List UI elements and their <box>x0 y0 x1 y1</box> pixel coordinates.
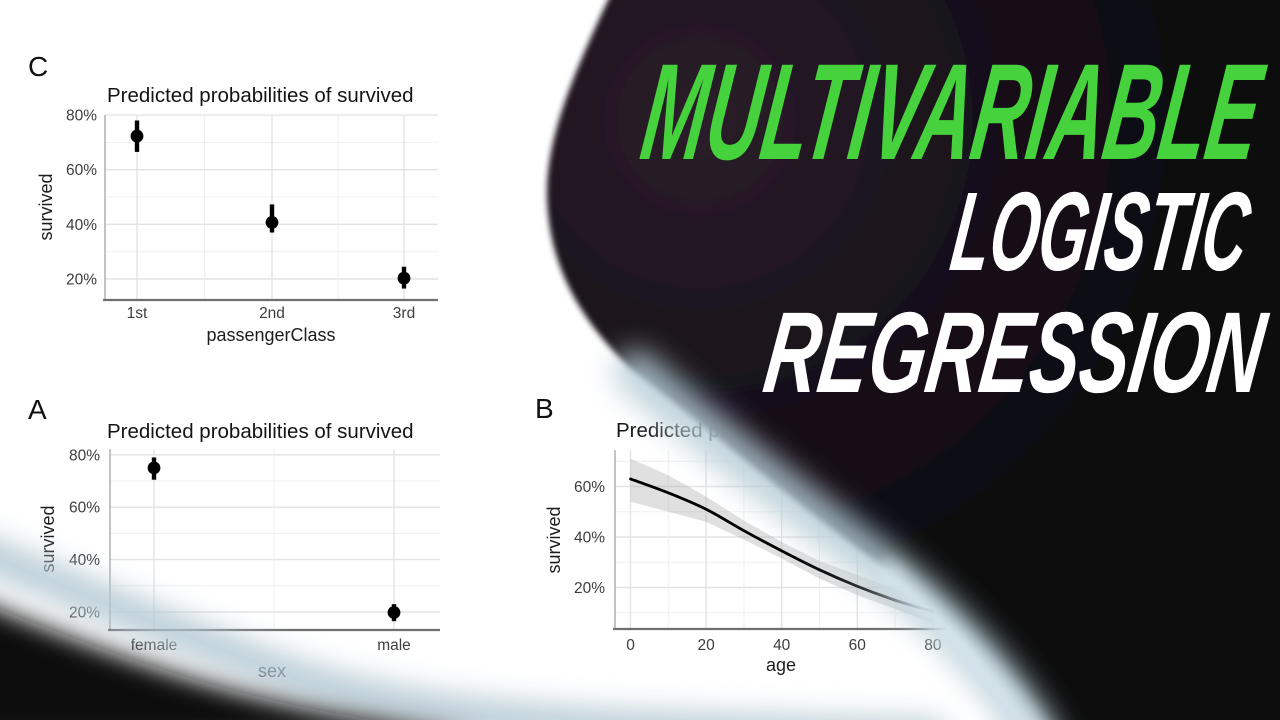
x-axis-title: age <box>766 655 796 675</box>
data-point <box>387 606 401 619</box>
confidence-ribbon <box>630 458 933 623</box>
y-tick-label: 60% <box>66 162 97 179</box>
x-tick-label: 0 <box>626 637 635 654</box>
charts-layer: 20% 40% 60% 80% 1st 2nd 3rd Predicted probabili… <box>28 51 945 681</box>
x-tick-label: 20 <box>697 637 715 654</box>
y-axis-title: survived <box>38 505 58 572</box>
headline-line-2: LOGISTIC <box>945 168 1259 293</box>
data-point <box>265 216 279 229</box>
x-tick-label: 40 <box>773 637 791 654</box>
y-tick-label: 60% <box>574 479 605 496</box>
y-tick-label: 80% <box>66 108 97 125</box>
panel-label: B <box>535 393 554 424</box>
y-tick-label: 60% <box>69 500 100 517</box>
y-tick-label: 40% <box>69 552 100 569</box>
y-axis-title: survived <box>36 173 56 240</box>
chart-title: Predicted probabilities of survived <box>107 84 414 107</box>
corner-blob-shape <box>0 609 377 720</box>
y-axis-title: survived <box>544 506 564 573</box>
y-tick-label: 40% <box>574 530 605 547</box>
x-tick-label: 60 <box>849 637 867 654</box>
corner-blob-glow <box>0 540 936 720</box>
x-tick-label: 1st <box>127 305 148 322</box>
y-tick-label: 80% <box>69 447 100 464</box>
x-tick-label: 2nd <box>259 305 285 322</box>
panel-label: A <box>28 394 47 425</box>
headline: MULTIVARIABLE LOGISTIC REGRESSION <box>634 36 1274 417</box>
y-tick-label: 40% <box>66 217 97 234</box>
y-tick-label: 20% <box>574 580 605 597</box>
panel-label: C <box>28 51 48 82</box>
y-tick-label: 20% <box>66 272 97 289</box>
data-point <box>397 271 411 285</box>
data-point <box>130 129 144 143</box>
x-tick-label: 3rd <box>393 305 415 322</box>
x-tick-label: male <box>377 637 411 654</box>
chart-C: 20% 40% 60% 80% 1st 2nd 3rd Predicted probabili… <box>28 51 438 345</box>
x-axis-title: passengerClass <box>206 325 335 345</box>
headline-line-1: MULTIVARIABLE <box>634 36 1273 189</box>
chart-title: Predicted probabilities of survived <box>107 420 414 443</box>
main-blob-shape <box>546 0 1280 720</box>
headline-line-3: REGRESSION <box>758 289 1275 417</box>
data-point <box>147 461 161 475</box>
